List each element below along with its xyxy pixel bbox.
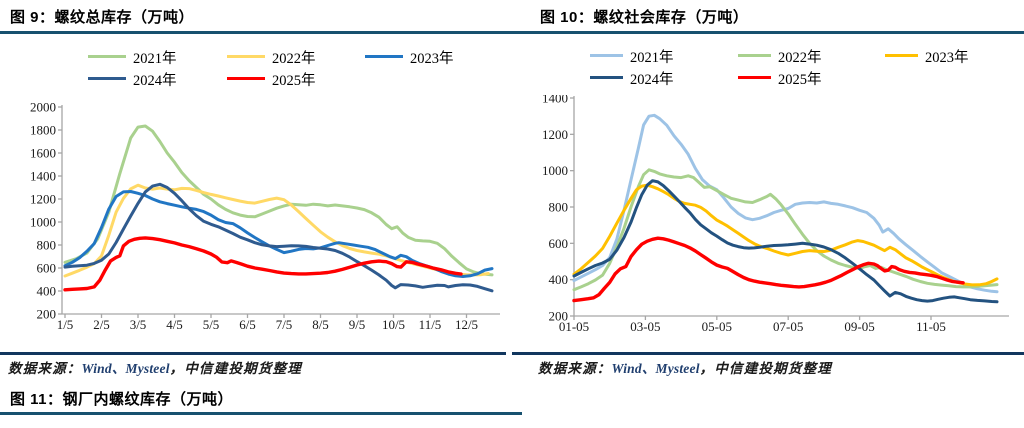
series-line-2024年 — [63, 182, 494, 293]
y-tick-label: 1600 — [30, 146, 56, 161]
y-tick-label: 600 — [549, 236, 569, 251]
x-tick-label: 05-05 — [702, 319, 732, 334]
legend-item-2021年: 2021年 — [590, 46, 674, 66]
legend-label: 2023年 — [410, 51, 454, 67]
source-prefix: 数据来源： — [538, 361, 612, 376]
series-line-2025年 — [572, 236, 965, 303]
y-tick-label: 1400 — [542, 95, 568, 106]
y-tick-label: 1000 — [542, 163, 568, 178]
legend-line-swatch — [88, 54, 126, 59]
x-tick-label: 4/5 — [166, 317, 183, 332]
legend-label: 2021年 — [133, 51, 177, 67]
figure10-title-rule — [512, 31, 1024, 34]
x-tick-label: 3/5 — [130, 317, 147, 332]
legend-line-swatch — [590, 75, 623, 80]
x-tick-label: 01-05 — [559, 319, 589, 334]
figure9-title: 图 9：螺纹总库存（万吨） — [10, 9, 195, 26]
x-tick-label: 7/5 — [276, 317, 293, 332]
legend-label: 2024年 — [133, 73, 177, 89]
legend-label: 2022年 — [778, 50, 822, 66]
series-line-2024年 — [572, 179, 999, 304]
series-line-2021年 — [572, 113, 999, 294]
legend-item-2022年: 2022年 — [227, 47, 316, 67]
legend-item-2024年: 2024年 — [590, 68, 674, 88]
y-tick-label: 1800 — [30, 123, 56, 138]
y-tick-label: 400 — [37, 284, 57, 299]
x-tick-label: 2/5 — [93, 317, 110, 332]
legend-item-2021年: 2021年 — [88, 47, 177, 67]
series-line-2022年 — [63, 183, 490, 278]
x-tick-label: 11/5 — [419, 317, 442, 332]
legend-label: 2021年 — [630, 50, 674, 66]
figure9-source-separator — [0, 352, 506, 355]
legend-line-swatch — [88, 76, 126, 81]
x-tick-label: 9/5 — [349, 317, 366, 332]
legend-item-2024年: 2024年 — [88, 69, 177, 89]
figure9-source-note: 数据来源：Wind、Mysteel，中信建投期货整理 — [8, 357, 302, 377]
source-brands: Wind、Mysteel — [611, 361, 700, 376]
source-suffix: ，中信建投期货整理 — [169, 361, 302, 376]
source-brands: Wind、Mysteel — [81, 361, 170, 376]
figure11-title-rule — [0, 412, 522, 415]
legend-label: 2023年 — [925, 50, 969, 66]
legend-label: 2022年 — [272, 51, 316, 67]
figure11-title: 图 11：钢厂内螺纹库存（万吨） — [10, 391, 234, 408]
series-line-2023年 — [572, 183, 999, 287]
x-tick-label: 11-05 — [916, 319, 946, 334]
legend-line-swatch — [590, 53, 623, 58]
x-tick-label: 09-05 — [844, 319, 874, 334]
legend-item-2023年: 2023年 — [885, 46, 969, 66]
legend-line-swatch — [227, 54, 265, 59]
y-tick-label: 1200 — [30, 192, 56, 207]
figure9-panel: 图 9：螺纹总库存（万吨） 2021年 2022年 2023年 2024年 2025年 … — [0, 0, 512, 418]
legend-line-swatch — [738, 75, 771, 80]
y-tick-label: 200 — [37, 307, 57, 322]
legend-label: 2025年 — [778, 72, 822, 88]
y-tick-label: 600 — [37, 261, 57, 276]
figure10-source-note: 数据来源：Wind、Mysteel，中信建投期货整理 — [538, 357, 832, 377]
figure9-legend: 2021年 2022年 2023年 2024年 2025年 — [0, 0, 512, 95]
x-tick-label: 03-05 — [630, 319, 660, 334]
legend-line-swatch — [885, 53, 918, 58]
x-tick-label: 10/5 — [382, 317, 405, 332]
x-tick-label: 6/5 — [239, 317, 256, 332]
series-line-2023年 — [63, 190, 494, 278]
x-tick-label: 07-05 — [773, 319, 803, 334]
figure10-title: 图 10：螺纹社会库存（万吨） — [540, 9, 749, 26]
legend-item-2022年: 2022年 — [738, 46, 822, 66]
y-tick-label: 800 — [37, 238, 57, 253]
x-tick-label: 5/5 — [203, 317, 220, 332]
legend-line-swatch — [738, 53, 771, 58]
legend-item-2023年: 2023年 — [365, 47, 454, 67]
figure9-title-rule — [0, 31, 512, 34]
legend-item-2025年: 2025年 — [738, 68, 822, 88]
source-prefix: 数据来源： — [8, 361, 82, 376]
y-tick-label: 200 — [549, 309, 569, 324]
y-tick-label: 1400 — [30, 169, 56, 184]
figure10-legend: 2021年 2022年 2023年 2024年 2025年 — [512, 0, 1024, 95]
source-suffix: ，中信建投期货整理 — [699, 361, 832, 376]
legend-label: 2025年 — [272, 73, 316, 89]
y-tick-label: 1000 — [30, 215, 56, 230]
y-tick-label: 400 — [549, 272, 569, 287]
x-tick-label: 1/5 — [57, 317, 74, 332]
legend-line-swatch — [227, 76, 265, 81]
y-tick-label: 1200 — [542, 127, 568, 142]
y-tick-label: 2000 — [30, 100, 56, 115]
legend-line-swatch — [365, 54, 403, 59]
legend-item-2025年: 2025年 — [227, 69, 316, 89]
figure10-source-separator — [512, 352, 1024, 355]
y-tick-label: 800 — [549, 200, 569, 215]
series-line-2021年 — [63, 124, 494, 277]
series-line-2025年 — [63, 236, 463, 292]
legend-label: 2024年 — [630, 72, 674, 88]
x-tick-label: 12/5 — [455, 317, 478, 332]
figure10-panel: 图 10：螺纹社会库存（万吨） 2021年 2022年 2023年 2024年 2025… — [512, 0, 1024, 418]
series-line-2022年 — [572, 168, 999, 292]
x-tick-label: 8/5 — [312, 317, 329, 332]
